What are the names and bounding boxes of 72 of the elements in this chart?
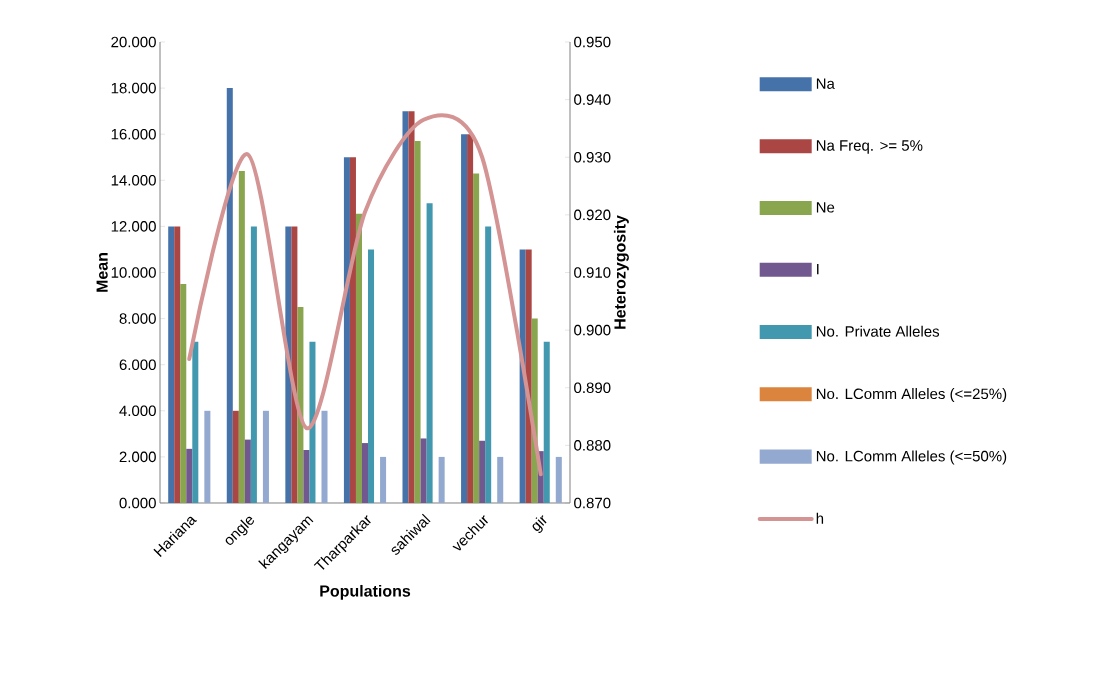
bar xyxy=(555,456,562,503)
bar xyxy=(497,456,504,503)
bar xyxy=(380,456,387,503)
bar xyxy=(250,226,257,503)
bar xyxy=(174,226,181,503)
y2-tick-label: 0.950 xyxy=(574,36,611,48)
bar xyxy=(408,111,415,503)
y-axis-title: Mean xyxy=(96,253,108,292)
bar xyxy=(485,226,492,503)
bar xyxy=(543,341,550,503)
legend-label: Na Freq. >= 5% xyxy=(816,140,923,154)
y-tick-label: 0.000 xyxy=(119,497,156,509)
bar xyxy=(204,410,211,503)
bar xyxy=(361,443,369,503)
bar xyxy=(525,249,532,503)
y-tick-label: 4.000 xyxy=(119,405,156,417)
bar xyxy=(297,307,304,503)
bar xyxy=(285,226,292,503)
bar xyxy=(343,157,350,503)
bar xyxy=(368,249,375,503)
bar xyxy=(192,341,199,503)
bar xyxy=(309,341,316,503)
bar xyxy=(467,134,474,503)
bar xyxy=(321,410,328,503)
legend-label: h xyxy=(816,512,824,524)
bar xyxy=(262,410,269,503)
bar xyxy=(238,171,245,503)
y2-tick-label: 0.870 xyxy=(574,497,611,509)
x-tick-label: gir xyxy=(532,515,547,533)
bar xyxy=(168,226,175,503)
y-tick-label: 6.000 xyxy=(119,359,156,370)
bar xyxy=(303,449,310,503)
bar xyxy=(402,111,409,503)
bar xyxy=(414,141,421,503)
bar xyxy=(226,88,233,503)
y2-tick-label: 0.880 xyxy=(574,440,611,451)
bar xyxy=(186,448,193,503)
y-tick-label: 10.000 xyxy=(111,267,156,278)
bar xyxy=(349,157,356,503)
legend-label: Na xyxy=(816,78,835,89)
y2-tick-label: 0.920 xyxy=(574,209,611,221)
bar xyxy=(479,440,486,503)
y-tick-label: 14.000 xyxy=(111,174,156,186)
bar xyxy=(420,438,427,503)
y2-axis-title: Heterozygosity xyxy=(613,215,629,329)
y-tick-label: 8.000 xyxy=(119,313,156,324)
y2-tick-label: 0.930 xyxy=(574,151,611,163)
legend-label: I xyxy=(817,263,819,275)
y-tick-label: 18.000 xyxy=(111,82,156,94)
legend-label: No. Private Alleles xyxy=(816,325,940,337)
legend-label: Ne xyxy=(816,202,835,213)
bar xyxy=(426,203,433,503)
bar xyxy=(519,249,526,503)
bar xyxy=(180,284,187,503)
bar xyxy=(438,456,445,503)
y2-tick-label: 0.890 xyxy=(574,382,611,394)
x-axis-title: Populations xyxy=(320,584,411,600)
y-tick-label: 16.000 xyxy=(111,128,156,140)
y2-tick-label: 0.900 xyxy=(574,324,611,336)
bar xyxy=(355,213,362,503)
bar xyxy=(244,439,251,503)
bar xyxy=(473,173,480,503)
y-tick-label: 2.000 xyxy=(119,451,156,463)
bar xyxy=(232,410,239,503)
legend-label: No. LComm Alleles (<=25%) xyxy=(816,388,1007,403)
y2-tick-label: 0.910 xyxy=(574,267,611,278)
legend-label: No. LComm Alleles (<=50%) xyxy=(816,450,1007,465)
y2-tick-label: 0.940 xyxy=(574,94,611,105)
bar xyxy=(461,134,468,503)
bar xyxy=(291,226,298,503)
y-tick-label: 20.000 xyxy=(111,36,156,48)
y-tick-label: 12.000 xyxy=(111,221,156,232)
